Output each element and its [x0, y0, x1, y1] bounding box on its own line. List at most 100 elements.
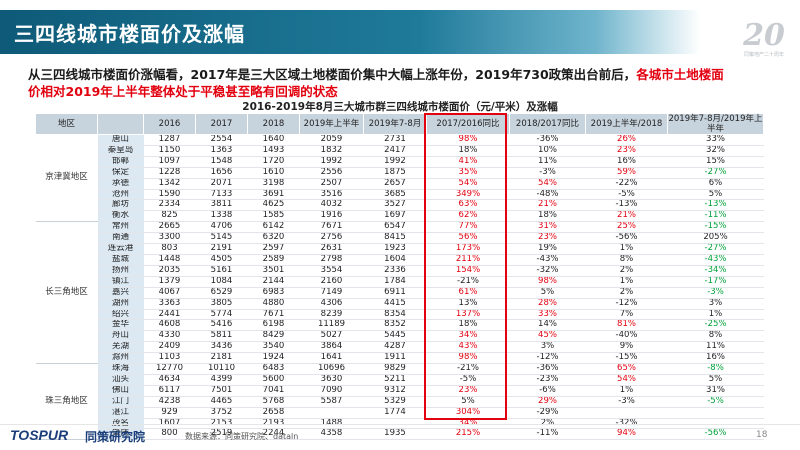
table-row: 长三角地区 常州 2665 4706 6142 7671 6547 77% 31% 25% -15% — [35, 221, 764, 365]
table-cell: 1784 — [363, 276, 427, 288]
footer-divider — [0, 424, 800, 425]
table-cell: -13% — [585, 199, 668, 212]
table-cell: 6142 — [247, 221, 300, 234]
table-cell: 5161 — [195, 265, 248, 277]
city-name: 廊坊 — [97, 199, 144, 212]
city-name: 扬州 — [97, 265, 144, 277]
table-cell: 11189 — [299, 319, 364, 332]
table-cell: 1585 — [247, 210, 300, 223]
table-cell: -3% — [585, 396, 668, 408]
table-cell: 2153 — [195, 418, 248, 430]
city-name: 衡水 — [97, 210, 144, 223]
table-cell: 4880 — [247, 298, 300, 310]
table-row: 保定 1228 1656 1610 2556 1875 35% -3% 59% -27% — [36, 167, 764, 179]
table-cell: 6198 — [247, 319, 300, 332]
table-cell: -56% — [667, 428, 764, 441]
table-cell: 21% — [509, 199, 586, 212]
table-cell: 4067 — [143, 287, 196, 299]
column-header: 2019年7-8月 — [363, 113, 427, 135]
table-cell: 205% — [667, 232, 764, 245]
table-cell: 94% — [585, 428, 668, 441]
city-name: 滁州 — [97, 352, 144, 365]
table-cell: -15% — [667, 221, 764, 234]
column-header: 2018/2017同比 — [509, 113, 586, 135]
city-name: 金华 — [97, 319, 144, 332]
table-cell: 1228 — [143, 167, 196, 179]
table-cell: 825 — [143, 210, 196, 223]
table-cell: 5445 — [363, 330, 427, 343]
table-cell: 8% — [585, 254, 668, 266]
table-row: 衡水 825 1338 1585 1916 1697 62% 18% 21% -11% — [36, 210, 764, 223]
table-row: 廊坊 2334 3811 4625 4032 3527 63% 21% -13% -13% — [36, 199, 764, 212]
table-cell: 23% — [509, 232, 586, 245]
table-cell: -12% — [585, 298, 668, 310]
table-cell: 211% — [426, 254, 510, 266]
city-name: 湖州 — [97, 298, 144, 310]
table-cell: 1338 — [195, 210, 248, 223]
table-cell: 3436 — [195, 341, 248, 354]
table-cell: -5% — [667, 396, 764, 408]
table-cell: 1% — [667, 309, 764, 321]
table-cell: 11% — [667, 341, 764, 354]
table-row: 金华 4608 5416 6198 11189 8352 18% 14% 81% -25% — [36, 319, 764, 332]
table-cell — [667, 418, 764, 430]
region-label: 京津冀地区 — [35, 134, 98, 223]
city-name: 汕头 — [97, 374, 144, 386]
table-cell: -13% — [667, 199, 764, 212]
table-cell: 6547 — [363, 221, 427, 234]
table-cell: 2665 — [143, 221, 196, 234]
table-cell: -29% — [509, 407, 586, 419]
table-cell: 1992 — [363, 156, 427, 168]
table-cell: 5211 — [363, 374, 427, 386]
table-cell: 1720 — [247, 156, 300, 168]
table-cell: -8% — [667, 363, 764, 375]
table-cell: 31% — [509, 221, 586, 234]
table-cell: 1641 — [299, 352, 364, 365]
table-cell: -32% — [509, 265, 586, 277]
table-cell: 929 — [143, 407, 196, 419]
anniversary-logo: 20 同策地产二十周年 — [736, 20, 792, 66]
table-cell: 4287 — [363, 341, 427, 354]
table-cell — [585, 407, 668, 419]
table-cell: 18% — [426, 319, 510, 332]
table-cell: 1697 — [363, 210, 427, 223]
table-cell: -11% — [667, 210, 764, 223]
table-cell: 4306 — [299, 298, 364, 310]
table-cell: 3554 — [299, 265, 364, 277]
table-cell: 2658 — [247, 407, 300, 419]
table-cell: 10696 — [299, 363, 364, 375]
table-cell: 1832 — [299, 145, 364, 157]
table-row: 肇庆 800 2519 2244 4358 1935 215% -11% 94% -56% — [36, 428, 764, 441]
table-cell: 3691 — [247, 189, 300, 201]
table-cell: 3363 — [143, 298, 196, 310]
column-header — [97, 113, 144, 135]
table-cell: 3811 — [195, 199, 248, 212]
city-name: 盐城 — [97, 254, 144, 266]
city-name: 茂名 — [97, 418, 144, 430]
table-cell: -48% — [509, 189, 586, 201]
table-cell — [299, 407, 364, 419]
table-container: 地区 2016 2017 2018 2019年上半年 2019年7-8月 2017/2016… — [35, 113, 764, 441]
table-row: 芜湖 2409 3436 3540 3864 4287 43% 3% 9% 11% — [36, 341, 764, 354]
table-cell: 33% — [509, 309, 586, 321]
table-cell: -36% — [509, 363, 586, 375]
table-cell: 1607 — [143, 418, 196, 430]
table-cell: 4625 — [247, 199, 300, 212]
table-cell: 10% — [509, 145, 586, 157]
table-cell: 173% — [426, 243, 510, 255]
table-cell: -21% — [426, 363, 510, 375]
table-cell: 16% — [585, 156, 668, 168]
table-cell: 4415 — [363, 298, 427, 310]
table-cell: -56% — [585, 232, 668, 245]
table-cell: 154% — [426, 265, 510, 277]
table-cell: 45% — [509, 330, 586, 343]
table-cell: 63% — [426, 199, 510, 212]
table-cell: 2556 — [299, 167, 364, 179]
table-cell: 5027 — [299, 330, 364, 343]
table-cell: 2441 — [143, 309, 196, 321]
table-cell: 1103 — [143, 352, 196, 365]
title-bar — [0, 10, 700, 54]
intro-text: 从三四线城市楼面价涨幅看，2017年是三大区域土地楼面价集中大幅上涨年份，201… — [28, 67, 637, 82]
table-cell: 2597 — [247, 243, 300, 255]
table-cell: 23% — [426, 385, 510, 397]
